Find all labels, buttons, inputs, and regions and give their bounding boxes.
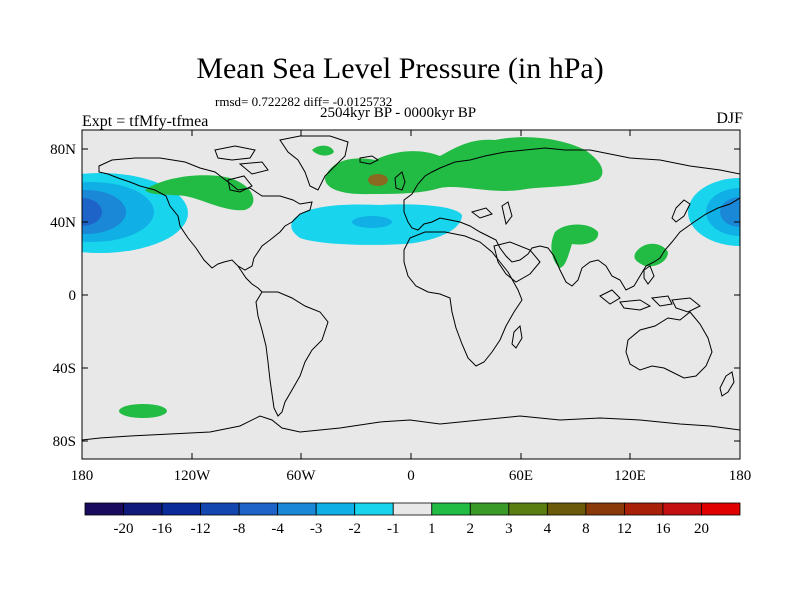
coast-arabia <box>493 241 541 283</box>
season-label: DJF <box>716 110 743 127</box>
coast-new-zealand <box>719 371 735 397</box>
lon-label: 60W <box>286 468 316 484</box>
colorbar-label: -12 <box>191 521 211 537</box>
coast-iceland <box>359 155 379 165</box>
lat-label: 40N <box>50 215 76 231</box>
colorbar-label: -4 <box>271 521 284 537</box>
lon-label: 0 <box>407 468 415 484</box>
lon-ticks <box>81 130 741 459</box>
lat-labels: 80N 40N 0 40S 80S <box>50 142 76 450</box>
coastlines <box>82 135 740 441</box>
coast-uk <box>394 171 406 191</box>
colorbar-label: 8 <box>582 521 590 537</box>
positive-anomaly-south-pacific <box>119 404 167 418</box>
colorbar-box <box>238 502 279 516</box>
lon-label: 60E <box>509 468 533 484</box>
colorbar-label: -2 <box>348 521 361 537</box>
colorbar-box <box>354 502 394 516</box>
lat-label: 40S <box>53 361 76 377</box>
negative-anomaly-contour <box>720 197 740 227</box>
colorbar-box <box>546 502 587 516</box>
colorbar-label: 16 <box>655 521 671 537</box>
coast-arctic-islands <box>214 145 269 175</box>
coast-greenland <box>279 135 349 191</box>
positive-anomaly-arctic-eurasia <box>325 137 603 195</box>
lon-label: 120W <box>174 468 212 484</box>
coast-indonesia <box>599 289 701 313</box>
colorbar-label: -1 <box>387 521 400 537</box>
colorbar-label: 4 <box>544 521 552 537</box>
colorbar-box <box>624 502 664 516</box>
lat-label: 0 <box>69 288 77 304</box>
colorbar-boxes <box>84 502 741 516</box>
lat-ticks <box>82 148 740 442</box>
positive-anomaly-se-asia <box>634 243 668 267</box>
colorbar-label: 20 <box>694 521 709 537</box>
colorbar-label: 3 <box>505 521 513 537</box>
negative-anomaly-contour <box>352 216 392 228</box>
coast-south-america <box>255 291 329 417</box>
coast-africa <box>403 231 523 367</box>
colorbar-label: -16 <box>152 521 172 537</box>
coast-madagascar <box>511 324 523 349</box>
colorbar-box <box>469 502 510 516</box>
colorbar-box <box>662 502 702 516</box>
time-period: 2504kyr BP - 0000kyr BP <box>320 105 477 121</box>
colorbar-labels: -20 -16 -12 -8 -4 -3 -2 -1 1 2 3 4 8 12 16 20 <box>114 521 709 537</box>
lon-label: 120E <box>614 468 646 484</box>
colorbar-box <box>161 502 201 516</box>
rmsd-diff-stats: rmsd= 0.722282 diff= -0.0125732 <box>215 94 393 109</box>
colorbar-box <box>701 502 741 516</box>
coast-caspian-sea <box>501 201 513 226</box>
colorbar: -20 -16 -12 -8 -4 -3 -2 -1 1 2 3 4 8 12 16 20 <box>84 502 741 537</box>
colorbar-box <box>315 502 356 516</box>
colorbar-box <box>585 502 625 516</box>
colorbar-box <box>277 502 317 516</box>
coast-north-america <box>98 157 313 271</box>
lat-label: 80S <box>53 434 76 450</box>
colorbar-box <box>508 502 548 516</box>
lon-label: 180 <box>729 468 752 484</box>
colorbar-label: 1 <box>428 521 436 537</box>
negative-anomaly-contour <box>82 198 102 226</box>
coast-antarctica <box>82 415 740 441</box>
map-title: Mean Sea Level Pressure (in hPa) <box>196 52 604 85</box>
positive-anomaly-india <box>551 224 599 268</box>
lon-label: 180 <box>71 468 94 484</box>
colorbar-box <box>123 502 163 516</box>
lon-labels: 180 120W 60W 0 60E 120E 180 <box>71 468 752 484</box>
colorbar-label: 2 <box>467 521 475 537</box>
coast-eurasia <box>403 147 740 291</box>
colorbar-box <box>84 502 124 516</box>
colorbar-box <box>392 502 433 516</box>
lat-label: 80N <box>50 142 76 158</box>
coast-australia <box>625 311 713 379</box>
coast-black-sea <box>470 207 493 219</box>
colorbar-label: -3 <box>310 521 323 537</box>
positive-anomaly-canada <box>145 175 254 211</box>
positive-anomaly-max <box>368 174 388 186</box>
experiment-label: Expt = tfMfy-tfmea <box>82 113 209 130</box>
coast-japan <box>671 199 691 223</box>
coast-central-america <box>237 265 263 293</box>
colorbar-label: -8 <box>233 521 246 537</box>
coast-philippines <box>643 265 655 285</box>
positive-anomaly-greenland <box>312 145 334 156</box>
colorbar-label: -20 <box>114 521 134 537</box>
colorbar-label: 12 <box>617 521 632 537</box>
coast-hudson-bay <box>227 175 253 193</box>
colorbar-box <box>200 502 240 516</box>
colorbar-box <box>431 502 471 516</box>
